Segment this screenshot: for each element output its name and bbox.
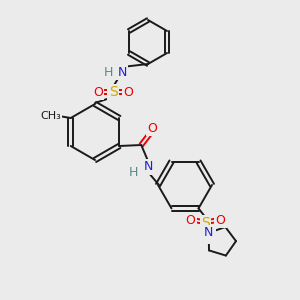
Text: O: O (123, 85, 133, 98)
Text: H: H (103, 65, 113, 79)
Text: CH₃: CH₃ (40, 111, 61, 121)
Text: N: N (143, 160, 153, 173)
Text: O: O (93, 85, 103, 98)
Text: N: N (206, 230, 215, 243)
Text: S: S (109, 85, 117, 99)
Text: O: O (186, 214, 195, 227)
Text: H: H (128, 166, 138, 178)
Text: O: O (216, 214, 225, 227)
Text: N: N (204, 226, 213, 239)
Text: N: N (117, 65, 127, 79)
Text: O: O (147, 122, 157, 134)
Text: S: S (201, 216, 210, 230)
